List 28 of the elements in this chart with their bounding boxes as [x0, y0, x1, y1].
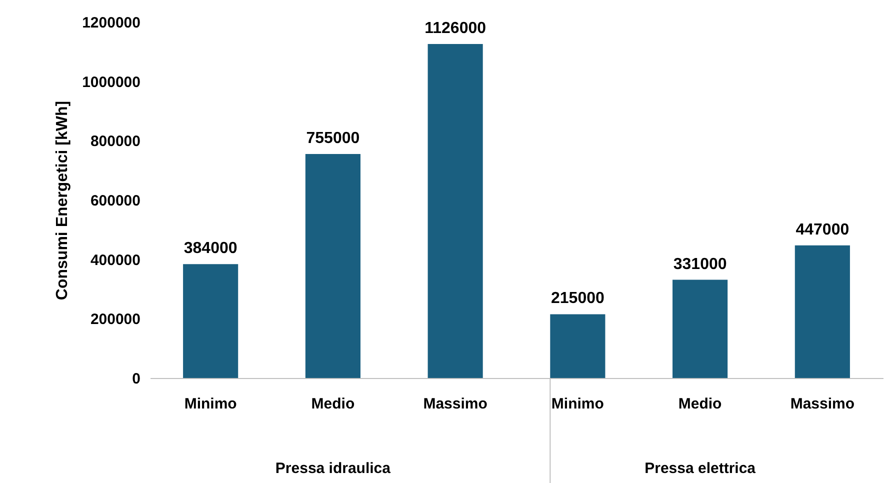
bar: [428, 44, 483, 378]
x-tick-label: Minimo: [551, 396, 604, 412]
y-tick-label: 1200000: [82, 14, 140, 32]
bar: [183, 264, 238, 378]
data-label: 331000: [673, 256, 727, 273]
y-tick-label: 600000: [90, 192, 140, 210]
y-tick-label: 800000: [90, 133, 140, 150]
y-tick-label: 1000000: [82, 74, 140, 91]
data-label: 384000: [184, 240, 238, 258]
y-tick-label: 0: [132, 370, 140, 388]
x-tick-label: Massimo: [790, 396, 855, 412]
bar: [305, 154, 360, 378]
text: Pressa elettrica: [644, 460, 756, 477]
bar: [794, 245, 850, 378]
y-tick-label: 400000: [90, 252, 140, 269]
x-tick-label: Minimo: [184, 396, 237, 412]
text: Pressa idraulica: [275, 460, 392, 477]
y-tick-label: 200000: [90, 311, 140, 328]
x-tick-label: Medio: [311, 396, 355, 412]
data-label: 215000: [550, 290, 604, 308]
x-tick-label: Medio: [678, 396, 722, 412]
y-axis-title: Consumi Energetici [kWh]: [54, 100, 72, 300]
data-label: 447000: [796, 221, 850, 238]
bar: [672, 280, 728, 378]
data-label: 755000: [306, 130, 360, 148]
bar: [550, 314, 606, 378]
x-tick-label: Massimo: [423, 396, 488, 412]
data-label: 1126000: [424, 20, 486, 37]
